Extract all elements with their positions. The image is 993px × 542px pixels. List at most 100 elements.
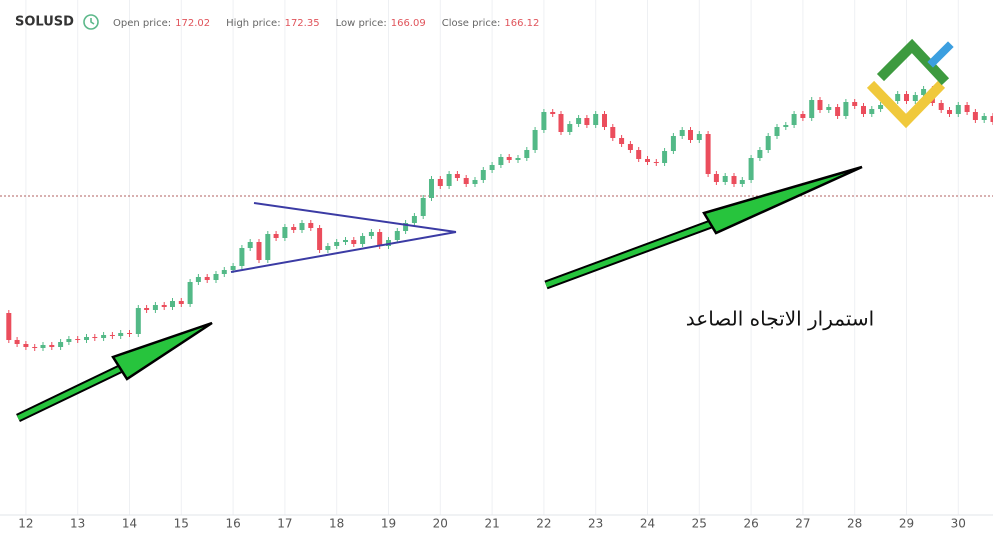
stat-label: Open price: bbox=[113, 18, 171, 29]
candle-body bbox=[593, 114, 599, 125]
candle-body bbox=[230, 266, 236, 270]
candle-body bbox=[550, 112, 556, 114]
stat-label: Low price: bbox=[336, 18, 387, 29]
candle-body bbox=[213, 274, 219, 280]
candle-body bbox=[343, 240, 349, 242]
candle-body bbox=[610, 127, 616, 138]
candle-body bbox=[317, 228, 323, 250]
candle-body bbox=[584, 118, 590, 125]
candle-body bbox=[247, 242, 253, 248]
x-tick-label: 29 bbox=[899, 517, 914, 531]
candle-body bbox=[428, 179, 434, 198]
candle-body bbox=[32, 347, 38, 348]
x-tick-label: 19 bbox=[381, 517, 396, 531]
candle-body bbox=[739, 180, 745, 184]
candle-body bbox=[687, 130, 693, 140]
candle-body bbox=[282, 227, 288, 238]
candle-body bbox=[187, 282, 193, 304]
candle-body bbox=[204, 277, 210, 280]
candle-body bbox=[670, 136, 676, 151]
arrow bbox=[16, 321, 213, 423]
arrow bbox=[544, 165, 863, 290]
candle-body bbox=[49, 345, 55, 347]
candle-body bbox=[946, 110, 952, 114]
candle-body bbox=[791, 114, 797, 125]
candles bbox=[6, 86, 993, 351]
candle-body bbox=[195, 277, 201, 282]
candle-body bbox=[558, 114, 564, 132]
candle-body bbox=[826, 107, 832, 110]
candle-body bbox=[981, 116, 987, 120]
candle-body bbox=[817, 100, 823, 110]
candle-body bbox=[964, 105, 970, 112]
candle-body bbox=[308, 223, 314, 228]
candle-body bbox=[532, 130, 538, 150]
candle-body bbox=[75, 339, 81, 340]
candle-body bbox=[696, 134, 702, 140]
x-tick-label: 13 bbox=[70, 517, 85, 531]
candle-body bbox=[636, 150, 642, 159]
stat-value: 166.09 bbox=[391, 18, 426, 29]
logo bbox=[866, 38, 954, 129]
candle-body bbox=[92, 337, 98, 338]
x-tick-label: 30 bbox=[951, 517, 966, 531]
x-tick-label: 16 bbox=[225, 517, 240, 531]
candle-body bbox=[109, 335, 115, 336]
candle-body bbox=[835, 107, 841, 116]
candle-body bbox=[126, 333, 132, 334]
candle-body bbox=[23, 344, 29, 347]
candle-body bbox=[895, 94, 901, 101]
candle-body bbox=[351, 240, 357, 244]
x-tick-label: 15 bbox=[174, 517, 189, 531]
candle-body bbox=[662, 151, 668, 163]
candle-body bbox=[403, 223, 409, 231]
candle-body bbox=[446, 174, 452, 186]
candle-body bbox=[576, 118, 582, 124]
candle-body bbox=[394, 231, 400, 240]
candle-body bbox=[291, 227, 297, 230]
x-tick-label: 12 bbox=[18, 517, 33, 531]
candle-body bbox=[713, 174, 719, 182]
candle-body bbox=[265, 234, 271, 260]
candle-body bbox=[722, 176, 728, 182]
x-tick-label: 27 bbox=[795, 517, 810, 531]
header-stats: Open price: 172.02 High price: 172.35 Low pr… bbox=[113, 18, 539, 29]
candle-body bbox=[40, 345, 46, 348]
candle-body bbox=[912, 95, 918, 101]
x-tick-label: 14 bbox=[122, 517, 137, 531]
candle-body bbox=[84, 337, 90, 340]
candle-body bbox=[524, 150, 530, 158]
candle-body bbox=[377, 232, 383, 246]
triangle-line bbox=[230, 231, 457, 273]
candle-body bbox=[774, 127, 780, 136]
candle-body bbox=[748, 158, 754, 180]
candle-body bbox=[14, 340, 20, 344]
candle-body bbox=[800, 114, 806, 118]
candle-body bbox=[480, 170, 486, 180]
candle-body bbox=[541, 112, 547, 130]
candle-body bbox=[955, 105, 961, 114]
candle-body bbox=[757, 150, 763, 158]
candle-body bbox=[411, 216, 417, 223]
candle-body bbox=[938, 103, 944, 110]
candle-body bbox=[627, 144, 633, 150]
grid bbox=[25, 0, 959, 515]
candle-body bbox=[118, 333, 124, 336]
candle-body bbox=[152, 305, 158, 310]
candle-body bbox=[420, 198, 426, 216]
candle-body bbox=[135, 308, 141, 334]
candle-body bbox=[705, 134, 711, 174]
candle-body bbox=[921, 89, 927, 95]
candle-body bbox=[990, 116, 993, 122]
candle-body bbox=[644, 159, 650, 162]
candle-body bbox=[653, 162, 659, 163]
candle-body bbox=[809, 100, 815, 118]
candle-body bbox=[334, 242, 340, 246]
candle-body bbox=[869, 109, 875, 114]
candle-body bbox=[169, 301, 175, 307]
x-tick-label: 21 bbox=[484, 517, 499, 531]
candle-body bbox=[256, 242, 262, 260]
x-tick-label: 20 bbox=[433, 517, 448, 531]
candle-body bbox=[101, 335, 107, 338]
